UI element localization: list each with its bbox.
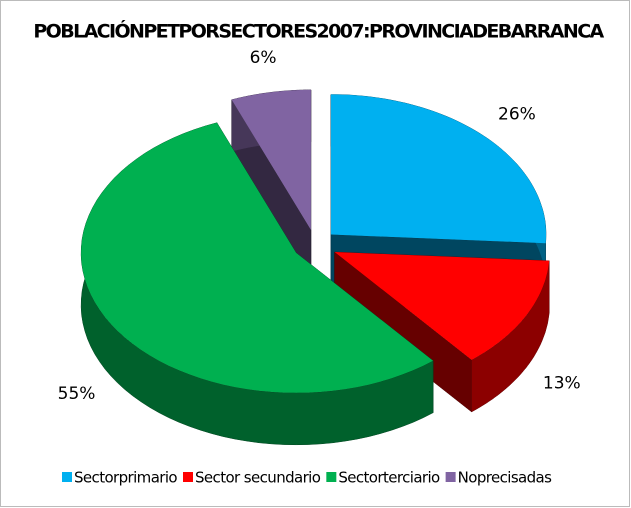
slice-top [331,94,546,244]
legend-swatch [183,472,193,482]
data-label: 6% [250,48,277,68]
slice-top [334,252,550,360]
legend-swatch [62,472,72,482]
legend-label: Noprecisadas [458,469,553,487]
legend-label: Sectorprimario [74,469,177,487]
slice [334,251,550,413]
legend-swatch [445,472,456,482]
data-label: 13% [543,373,581,393]
slice-top [231,89,311,230]
legend-label: Sector secundario [195,469,321,487]
legend-swatch [326,472,337,482]
slice-top [81,122,434,393]
slice [80,121,434,446]
slice [231,89,312,283]
data-label: 55% [58,384,96,404]
slice-wall [471,260,550,413]
chart-title: POBLACIÓNPETPORSECTORES2007:PROVINCIADEB… [33,19,604,43]
data-label: 26% [498,105,536,125]
legend-label: Sectorterciario [338,469,440,487]
